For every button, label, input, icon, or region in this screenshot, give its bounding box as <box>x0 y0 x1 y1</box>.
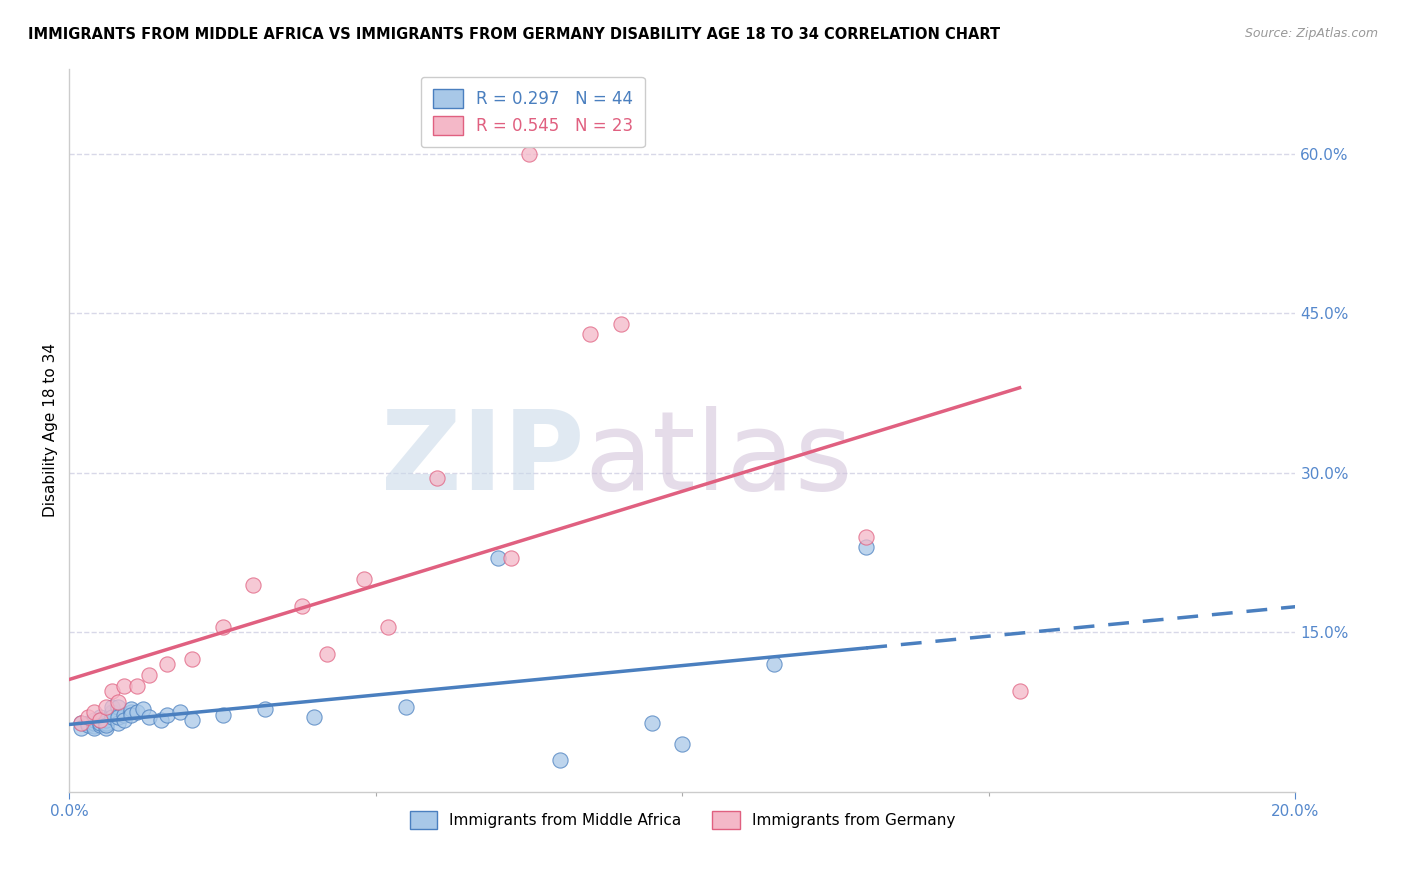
Point <box>107 694 129 708</box>
Point <box>315 647 337 661</box>
Point <box>70 715 93 730</box>
Point <box>150 713 173 727</box>
Point <box>353 572 375 586</box>
Point <box>101 699 124 714</box>
Legend: Immigrants from Middle Africa, Immigrants from Germany: Immigrants from Middle Africa, Immigrant… <box>404 805 962 835</box>
Point <box>763 657 786 672</box>
Point <box>254 702 277 716</box>
Point <box>125 705 148 719</box>
Point <box>83 719 105 733</box>
Point <box>89 715 111 730</box>
Point <box>107 715 129 730</box>
Point <box>132 702 155 716</box>
Point <box>180 713 202 727</box>
Point <box>1008 684 1031 698</box>
Point <box>83 715 105 730</box>
Point <box>112 708 135 723</box>
Point <box>70 721 93 735</box>
Point <box>76 710 98 724</box>
Point <box>112 679 135 693</box>
Point <box>89 710 111 724</box>
Point <box>89 713 111 727</box>
Point <box>94 715 117 730</box>
Point <box>101 705 124 719</box>
Point <box>180 652 202 666</box>
Point <box>120 708 142 723</box>
Point <box>641 715 664 730</box>
Text: IMMIGRANTS FROM MIDDLE AFRICA VS IMMIGRANTS FROM GERMANY DISABILITY AGE 18 TO 34: IMMIGRANTS FROM MIDDLE AFRICA VS IMMIGRA… <box>28 27 1000 42</box>
Point <box>107 699 129 714</box>
Point <box>156 657 179 672</box>
Point <box>120 702 142 716</box>
Point <box>138 710 160 724</box>
Point <box>120 705 142 719</box>
Point <box>83 705 105 719</box>
Point <box>76 718 98 732</box>
Point <box>83 721 105 735</box>
Point <box>211 620 233 634</box>
Point <box>291 599 314 613</box>
Point <box>107 710 129 724</box>
Text: atlas: atlas <box>585 406 853 513</box>
Point <box>304 710 326 724</box>
Point <box>156 708 179 723</box>
Point <box>548 753 571 767</box>
Point <box>855 541 877 555</box>
Point <box>94 699 117 714</box>
Point <box>169 705 191 719</box>
Point <box>499 550 522 565</box>
Point <box>101 710 124 724</box>
Point <box>242 577 264 591</box>
Point <box>89 718 111 732</box>
Point <box>83 713 105 727</box>
Point <box>101 684 124 698</box>
Point <box>426 471 449 485</box>
Point <box>610 317 633 331</box>
Text: Source: ZipAtlas.com: Source: ZipAtlas.com <box>1244 27 1378 40</box>
Text: ZIP: ZIP <box>381 406 585 513</box>
Point <box>377 620 399 634</box>
Point <box>138 668 160 682</box>
Point <box>579 327 602 342</box>
Point <box>855 530 877 544</box>
Point <box>89 713 111 727</box>
Point <box>94 718 117 732</box>
Point <box>125 679 148 693</box>
Point <box>517 146 540 161</box>
Point <box>70 715 93 730</box>
Point <box>395 699 418 714</box>
Point <box>76 715 98 730</box>
Point <box>94 721 117 735</box>
Point <box>211 708 233 723</box>
Point <box>112 713 135 727</box>
Point <box>94 713 117 727</box>
Point <box>671 737 693 751</box>
Point <box>486 550 509 565</box>
Y-axis label: Disability Age 18 to 34: Disability Age 18 to 34 <box>44 343 58 517</box>
